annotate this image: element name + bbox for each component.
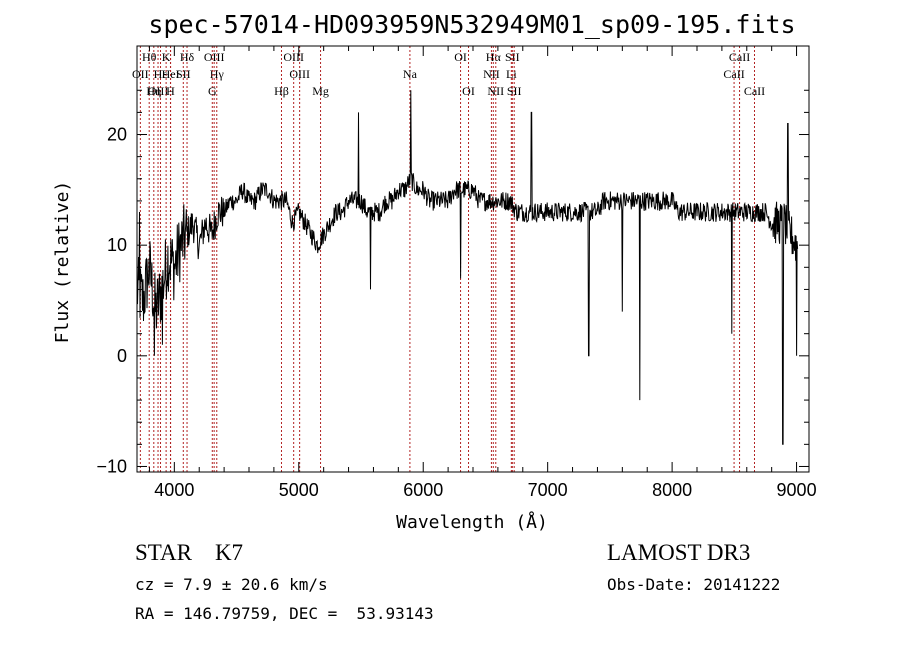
- line-marker-label-8: SII: [176, 67, 191, 81]
- line-marker-label-25: SII: [507, 84, 522, 98]
- obs-date: Obs-Date: 20141222: [607, 575, 781, 594]
- line-marker-label-0: Hθ: [142, 50, 157, 64]
- coordinates: RA = 146.79759, DEC = 53.93143: [135, 604, 434, 623]
- line-marker-label-2: OIII: [148, 84, 169, 98]
- line-marker-label-27: CaII: [723, 67, 744, 81]
- line-marker-label-3: Hε: [154, 67, 168, 81]
- line-marker-label-14: OIII: [283, 50, 304, 64]
- x-tick-label-5: 9000: [777, 480, 817, 500]
- line-marker-label-9: Hδ: [180, 50, 195, 64]
- y-axis-label: Flux (relative): [52, 181, 73, 344]
- y-tick-label-0: −10: [96, 456, 127, 476]
- plot-frame: [136, 45, 810, 473]
- y-tick-label-3: 20: [107, 125, 127, 145]
- x-axis-label: Wavelength (Å): [396, 511, 548, 533]
- object-class: STAR K7: [135, 540, 244, 565]
- line-marker-label-26: CaII: [729, 50, 750, 64]
- axis-ticks: 4000 5000 6000 7000 8000 9000 −10 0 10 20: [96, 46, 817, 500]
- line-marker-label-10: OIII: [204, 50, 225, 64]
- x-tick-label-1: 5000: [279, 480, 319, 500]
- x-tick-label-0: 4000: [154, 480, 194, 500]
- line-marker-label-28: CaII: [744, 84, 765, 98]
- line-marker-label-11: Hγ: [210, 67, 225, 81]
- line-marker-label-23: SII: [505, 50, 520, 64]
- line-marker-label-18: OI: [454, 50, 467, 64]
- x-tick-label-4: 8000: [652, 480, 692, 500]
- line-marker-label-24: Li: [506, 67, 517, 81]
- spectrum-line: [136, 90, 799, 445]
- line-marker-label-16: Mg: [312, 84, 329, 98]
- x-tick-label-3: 7000: [528, 480, 568, 500]
- line-marker-label-13: Hβ: [274, 84, 289, 98]
- line-marker-label-7: H: [166, 84, 175, 98]
- line-marker-label-15: OIII: [289, 67, 310, 81]
- y-tick-label-1: 0: [117, 346, 127, 366]
- x-tick-label-2: 6000: [403, 480, 443, 500]
- spectrum-series: [136, 90, 799, 445]
- chart-title: spec-57014-HD093959N532949M01_sp09-195.f…: [148, 10, 795, 39]
- y-tick-label-2: 10: [107, 235, 127, 255]
- line-marker-label-1: OII: [132, 67, 149, 81]
- redshift-readout: cz = 7.9 ± 20.6 km/s: [135, 575, 328, 594]
- survey-name: LAMOST DR3: [607, 540, 751, 565]
- line-marker-label-4: K: [162, 50, 171, 64]
- line-marker-label-6: Hη: [146, 84, 161, 98]
- line-marker-label-21: NII: [483, 67, 500, 81]
- line-marker-label-22: NII: [487, 84, 504, 98]
- line-marker-label-19: OI: [462, 84, 475, 98]
- line-marker-label-12: G: [208, 84, 217, 98]
- line-marker-label-17: Na: [403, 67, 418, 81]
- line-marker-label-20: Hα: [486, 50, 502, 64]
